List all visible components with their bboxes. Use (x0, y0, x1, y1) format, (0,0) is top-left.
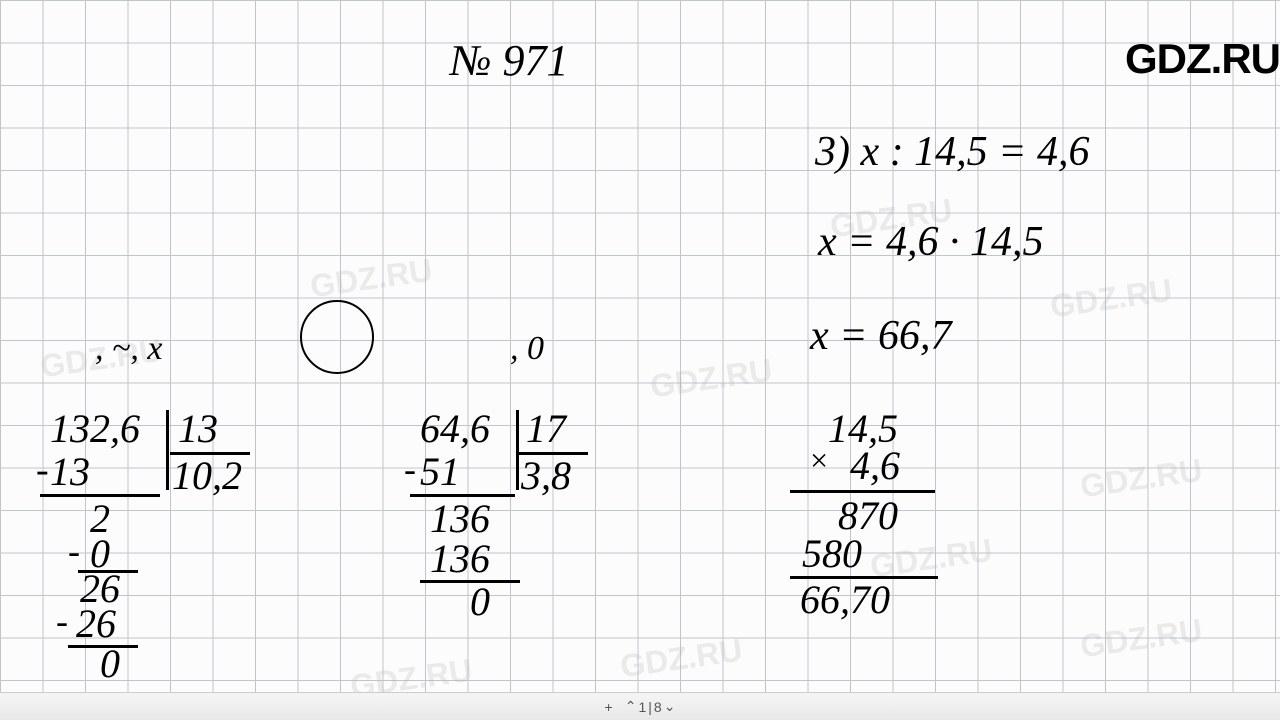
page-down-button[interactable]: ⌄ (664, 698, 676, 715)
mult-b: 4,6 (850, 442, 900, 489)
div2-quotient: 3,8 (521, 452, 571, 499)
mult-sign: × (808, 442, 830, 479)
zoom-in-button[interactable]: + (605, 699, 613, 715)
div2-divisor: 17 (526, 405, 566, 452)
div2-step3: 136 (430, 535, 490, 582)
div1-minus3: - (56, 600, 68, 642)
equation-line-2: x = 4,6 · 14,5 (818, 218, 1043, 266)
page-up-button[interactable]: ⌃ (625, 698, 637, 715)
div2-dividend: 64,6 (420, 405, 490, 452)
div2-step4: 0 (470, 578, 490, 625)
mult-result: 66,70 (800, 576, 890, 623)
scribble: , 0 (510, 330, 544, 368)
div1-minus2: - (68, 530, 80, 572)
div2-step1: 51 (420, 448, 460, 495)
equation-line-3: x = 66,7 (810, 312, 951, 360)
div2-vbar (516, 410, 519, 490)
grid-paper-background (0, 0, 1280, 720)
div1-minus: - (36, 448, 49, 492)
div1-quotient: 10,2 (172, 452, 242, 499)
circle-annotation (300, 300, 374, 374)
div1-divisor: 13 (178, 405, 218, 452)
div1-dividend: 132,6 (50, 405, 140, 452)
page-toolbar: + ⌃ 1 | 8 ⌄ (0, 692, 1280, 720)
div2-minus: - (404, 448, 416, 490)
scribble: , ~, x (95, 330, 163, 368)
mult-p2: 580 (802, 530, 862, 577)
page-separator: | (648, 699, 652, 715)
site-logo: GDZ.RU (1125, 35, 1280, 83)
div1-step1: 13 (50, 448, 90, 495)
page-total: 8 (654, 699, 662, 715)
page-current: 1 (638, 699, 646, 715)
page-title: № 971 (450, 35, 569, 86)
div1-step6: 0 (100, 640, 120, 687)
equation-line-1: 3) x : 14,5 = 4,6 (815, 128, 1089, 176)
div1-vbar (166, 410, 169, 490)
